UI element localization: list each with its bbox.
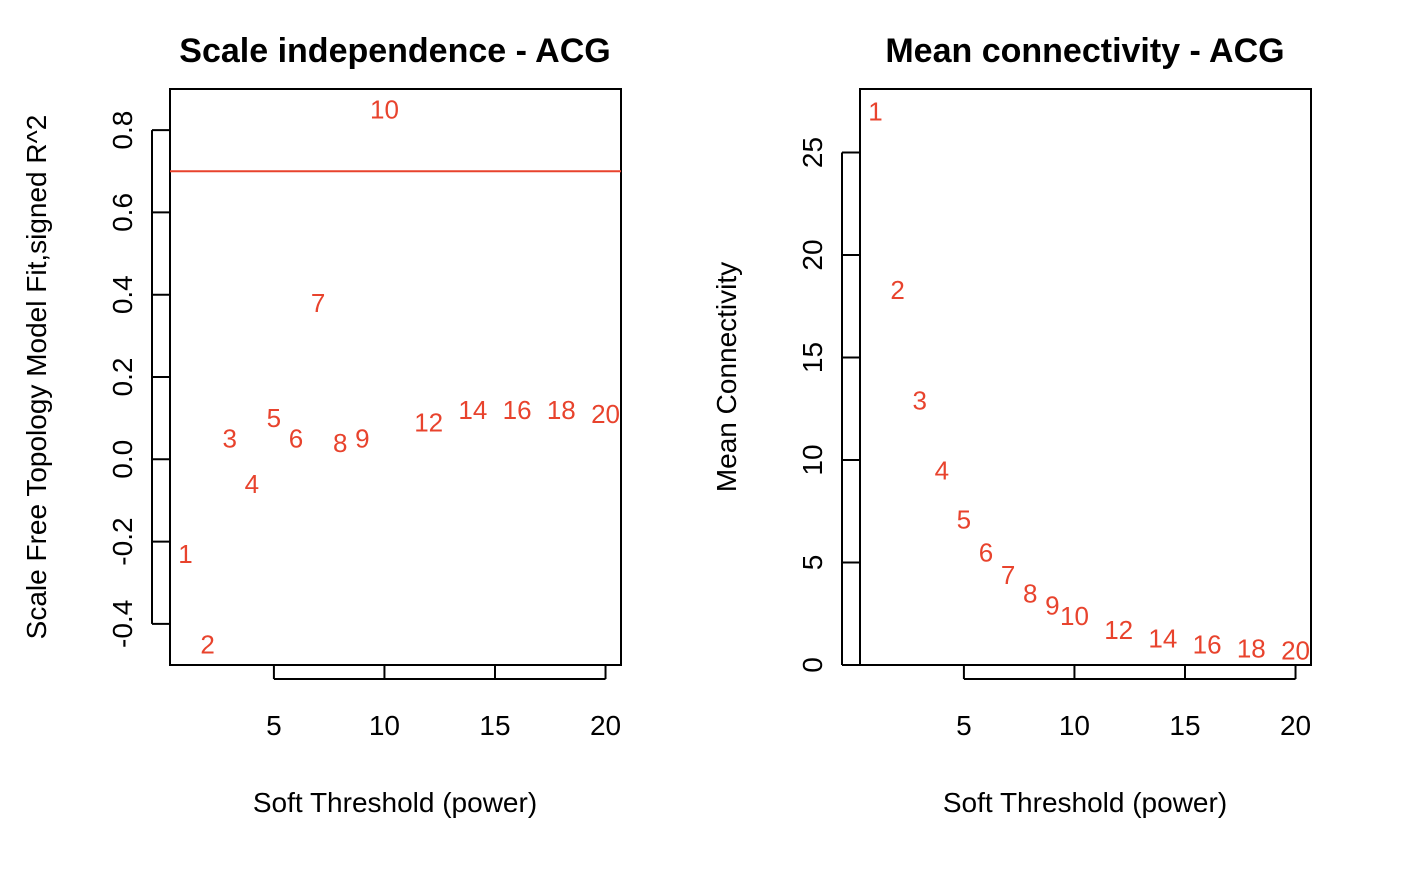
- y-tick-label: 25: [797, 137, 828, 168]
- plot-frame: [859, 88, 1312, 666]
- data-point-label: 18: [547, 395, 576, 425]
- x-tick-label: 15: [479, 710, 510, 741]
- data-point-label: 16: [1193, 630, 1222, 660]
- chart-title: Mean connectivity - ACG: [885, 32, 1284, 70]
- y-tick-label: 0.0: [107, 440, 138, 479]
- data-point-label: 1: [868, 97, 882, 127]
- y-tick-label: -0.2: [107, 517, 138, 565]
- x-tick-label: 20: [1280, 710, 1311, 741]
- y-tick-label: 5: [797, 555, 828, 571]
- data-point-label: 2: [200, 629, 214, 659]
- y-tick-label: 0.8: [107, 111, 138, 150]
- data-point-label: 16: [503, 395, 532, 425]
- y-tick-label: -0.4: [107, 600, 138, 648]
- y-axis-label: Scale Free Topology Model Fit,signed R^2: [21, 115, 52, 640]
- x-tick-label: 20: [590, 710, 621, 741]
- data-point-label: 7: [1001, 560, 1015, 590]
- data-point-label: 12: [414, 407, 443, 437]
- data-point-label: 20: [1281, 636, 1310, 666]
- x-tick-label: 10: [369, 710, 400, 741]
- x-axis-label: Soft Threshold (power): [943, 787, 1227, 818]
- y-axis-label: Mean Connectivity: [711, 262, 742, 492]
- data-point-label: 8: [333, 428, 347, 458]
- data-point-label: 2: [890, 275, 904, 305]
- data-point-label: 12: [1104, 615, 1133, 645]
- x-tick-label: 5: [266, 710, 282, 741]
- x-tick-label: 5: [956, 710, 972, 741]
- data-point-label: 4: [245, 469, 259, 499]
- chart-title: Scale independence - ACG: [179, 32, 610, 70]
- data-point-label: 14: [458, 395, 487, 425]
- data-point-label: 5: [267, 403, 281, 433]
- data-point-label: 18: [1237, 634, 1266, 664]
- data-point-label: 5: [957, 504, 971, 534]
- y-tick-label: 0: [797, 657, 828, 673]
- data-point-label: 10: [1060, 601, 1089, 631]
- data-point-label: 8: [1023, 578, 1037, 608]
- mean-connectivity-panel: Mean connectivity - ACG Soft Threshold (…: [711, 32, 1312, 818]
- data-point-label: 6: [289, 424, 303, 454]
- data-point-label: 3: [912, 386, 926, 416]
- data-point-label: 20: [591, 399, 620, 429]
- y-tick-label: 15: [797, 342, 828, 373]
- y-tick-label: 0.2: [107, 358, 138, 397]
- y-tick-label: 0.4: [107, 275, 138, 314]
- data-point-label: 4: [935, 455, 949, 485]
- x-axis-label: Soft Threshold (power): [253, 787, 537, 818]
- y-tick-label: 0.6: [107, 193, 138, 232]
- data-point-label: 9: [355, 424, 369, 454]
- data-point-label: 10: [370, 95, 399, 125]
- scale-independence-panel: Scale independence - ACG Soft Threshold …: [21, 32, 622, 818]
- data-point-label: 9: [1045, 591, 1059, 621]
- y-tick-label: 20: [797, 239, 828, 270]
- data-point-label: 14: [1148, 623, 1177, 653]
- data-point-label: 1: [178, 539, 192, 569]
- y-tick-label: 10: [797, 444, 828, 475]
- x-tick-label: 15: [1169, 710, 1200, 741]
- data-point-label: 3: [222, 424, 236, 454]
- data-point-label: 6: [979, 537, 993, 567]
- data-point-label: 7: [311, 288, 325, 318]
- plot-frame: [169, 88, 622, 666]
- x-tick-label: 10: [1059, 710, 1090, 741]
